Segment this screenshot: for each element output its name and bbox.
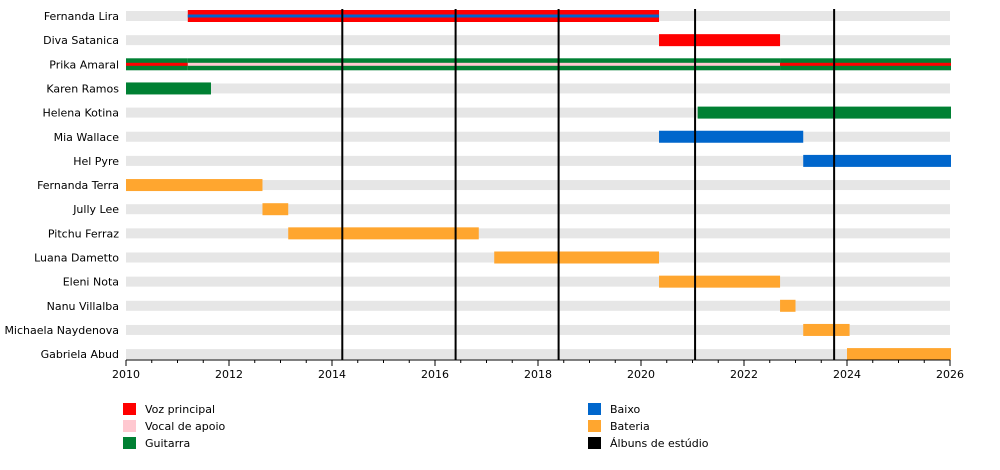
legend-item-backing: Vocal de apoio bbox=[123, 420, 225, 433]
member-bar-drums bbox=[262, 203, 289, 216]
x-axis: 2010 2012 2014 2016 2018 2020 2022 2024 2026 bbox=[112, 359, 964, 381]
row-background bbox=[126, 155, 950, 166]
member-bar-bass bbox=[803, 154, 951, 167]
legend: Voz principal Vocal de apoio Guitarra Baixo… bbox=[123, 403, 709, 450]
member-name-label: Prika Amaral bbox=[49, 58, 119, 71]
x-tick-label: 2014 bbox=[318, 368, 346, 381]
x-tick-label: 2018 bbox=[524, 368, 552, 381]
member-bar-drums bbox=[288, 227, 479, 240]
member-name-label: Gabriela Abud bbox=[41, 348, 119, 361]
member-name-label: Helena Kotina bbox=[42, 107, 119, 120]
legend-label: Vocal de apoio bbox=[145, 420, 225, 433]
legend-item-vocal: Voz principal bbox=[123, 403, 215, 416]
member-bar-bass bbox=[187, 14, 660, 18]
x-tick-label: 2026 bbox=[936, 368, 964, 381]
member-bar-guitar bbox=[697, 106, 951, 119]
member-bar-drums bbox=[847, 348, 951, 361]
member-bar-drums bbox=[126, 179, 263, 192]
member-name-label: Michaela Naydenova bbox=[4, 324, 119, 337]
legend-item-bass: Baixo bbox=[588, 403, 641, 416]
x-tick-label: 2010 bbox=[112, 368, 140, 381]
row-background bbox=[126, 228, 950, 239]
row-background bbox=[126, 107, 950, 118]
member-bar-vocal bbox=[659, 34, 781, 47]
member-name-label: Nanu Villalba bbox=[47, 300, 119, 313]
member-bar-bass bbox=[659, 130, 804, 143]
member-bar-backing bbox=[187, 62, 781, 66]
member-bar-drums bbox=[803, 323, 850, 336]
legend-label: Bateria bbox=[610, 420, 650, 433]
legend-item-drums: Bateria bbox=[588, 420, 650, 433]
x-tick-label: 2024 bbox=[833, 368, 861, 381]
member-name-label: Fernanda Lira bbox=[44, 10, 119, 23]
member-bar-drums bbox=[780, 299, 796, 312]
album-lines bbox=[341, 9, 836, 360]
row-background bbox=[126, 276, 950, 287]
legend-swatch bbox=[123, 437, 136, 449]
legend-swatch bbox=[588, 403, 601, 415]
x-tick-label: 2012 bbox=[215, 368, 243, 381]
member-labels: Fernanda Lira Diva Satanica Prika Amaral Ka… bbox=[4, 10, 119, 361]
x-tick-label: 2020 bbox=[627, 368, 655, 381]
member-bar-guitar bbox=[126, 82, 211, 95]
x-tick-label: 2022 bbox=[730, 368, 758, 381]
member-name-label: Mia Wallace bbox=[54, 131, 120, 144]
member-name-label: Hel Pyre bbox=[73, 155, 119, 168]
row-background bbox=[126, 180, 950, 191]
legend-label: Guitarra bbox=[145, 437, 190, 450]
legend-swatch bbox=[588, 437, 601, 449]
row-background bbox=[126, 324, 950, 335]
member-name-label: Diva Satanica bbox=[43, 34, 119, 47]
legend-label: Álbuns de estúdio bbox=[610, 437, 709, 450]
legend-label: Voz principal bbox=[145, 403, 215, 416]
legend-swatch bbox=[123, 403, 136, 415]
legend-label: Baixo bbox=[610, 403, 641, 416]
row-background bbox=[126, 204, 950, 215]
legend-item-albums: Álbuns de estúdio bbox=[588, 437, 709, 450]
member-bar-vocal bbox=[780, 62, 951, 66]
row-background bbox=[126, 131, 950, 142]
row-background bbox=[126, 83, 950, 94]
member-name-label: Luana Dametto bbox=[34, 252, 119, 265]
member-bar-vocal bbox=[126, 62, 188, 66]
member-bar-drums bbox=[659, 275, 781, 288]
member-name-label: Fernanda Terra bbox=[37, 179, 119, 192]
legend-swatch bbox=[588, 420, 601, 432]
row-background bbox=[126, 35, 950, 46]
member-name-label: Karen Ramos bbox=[46, 82, 119, 95]
row-background bbox=[126, 300, 950, 311]
member-name-label: Pitchu Ferraz bbox=[48, 227, 119, 240]
x-tick-label: 2016 bbox=[421, 368, 449, 381]
legend-item-guitar: Guitarra bbox=[123, 437, 190, 450]
member-bar-drums bbox=[494, 251, 660, 264]
legend-swatch bbox=[123, 420, 136, 432]
member-name-label: Jully Lee bbox=[72, 203, 119, 216]
row-background bbox=[126, 349, 950, 360]
member-name-label: Eleni Nota bbox=[63, 276, 119, 289]
member-bars bbox=[126, 10, 951, 361]
